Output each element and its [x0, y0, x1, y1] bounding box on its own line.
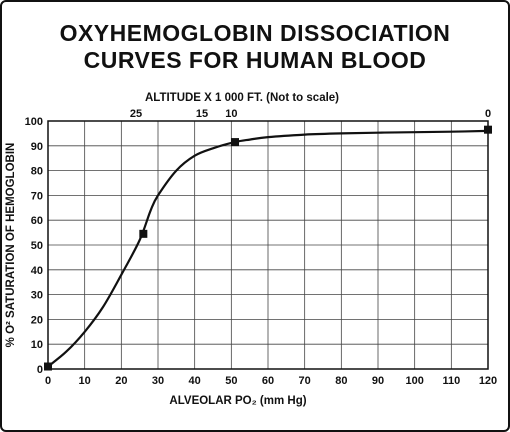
x-tick-label: 50	[225, 375, 237, 387]
x-tick-label: 20	[115, 375, 127, 387]
chart-title-line-2: CURVES FOR HUMAN BLOOD	[83, 47, 427, 73]
y-tick-label: 0	[37, 364, 43, 376]
y-tick-label: 70	[31, 190, 43, 202]
x-tick-label: 100	[405, 375, 423, 387]
x-tick-label: 70	[299, 375, 311, 387]
saturation-curve	[47, 129, 489, 368]
x-tick-label: 40	[189, 375, 201, 387]
y-tick-label: 50	[31, 240, 43, 252]
y-tick-label: 10	[31, 339, 43, 351]
chart-title-line-1: OXYHEMOGLOBIN DISSOCIATION	[59, 20, 451, 46]
top-tick-label: 0	[485, 108, 491, 120]
data-marker	[231, 138, 239, 147]
x-axis-ticks: 0 10 20 30 40 50 60 70 80 90 100 110 120	[45, 375, 497, 387]
x-tick-label: 80	[335, 375, 347, 387]
y-axis-ticks: 0 10 20 30 40 50 60 70 80 90 100	[25, 116, 43, 376]
x-tick-label: 60	[262, 375, 274, 387]
data-markers	[44, 125, 492, 371]
x-tick-label: 10	[79, 375, 91, 387]
grid-lines	[47, 120, 489, 370]
y-tick-label: 20	[31, 314, 43, 326]
y-tick-label: 90	[31, 141, 43, 153]
top-axis-label: ALTITUDE X 1 000 FT. (Not to scale)	[145, 92, 339, 104]
top-tick-label: 25	[130, 108, 142, 120]
top-tick-label: 15	[196, 108, 208, 120]
data-marker	[44, 362, 52, 371]
y-tick-label: 80	[31, 166, 43, 178]
y-tick-label: 30	[31, 290, 43, 302]
x-axis-label: ALVEOLAR PO₂ (mm Hg)	[169, 395, 306, 407]
top-tick-label: 10	[225, 108, 237, 120]
top-axis-ticks: 25 15 10 0	[130, 108, 491, 120]
x-tick-label: 30	[152, 375, 164, 387]
x-tick-label: 120	[479, 375, 497, 387]
y-axis-label: % O² SATURATION OF HEMOGLOBIN	[5, 143, 17, 348]
y-tick-label: 100	[25, 116, 43, 128]
x-tick-label: 90	[372, 375, 384, 387]
plot-area	[47, 120, 489, 370]
data-marker	[484, 125, 492, 134]
y-tick-label: 40	[31, 265, 43, 277]
x-tick-label: 110	[442, 375, 460, 387]
data-marker	[139, 229, 148, 238]
x-tick-label: 0	[45, 375, 51, 387]
y-tick-label: 60	[31, 215, 43, 227]
